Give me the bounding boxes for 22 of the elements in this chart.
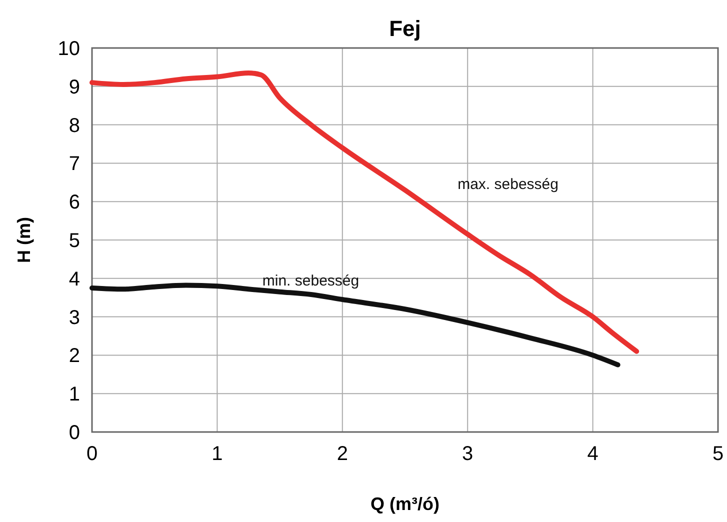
y-tick-label: 0 — [68, 422, 80, 444]
x-tick-label: 4 — [587, 443, 598, 465]
x-tick-label: 2 — [336, 443, 348, 465]
x-axis-title: Q (m³/ó) — [370, 494, 440, 514]
y-tick-label: 1 — [68, 384, 80, 406]
y-tick-label: 8 — [68, 114, 80, 137]
series-label: min. sebesség — [262, 272, 360, 290]
y-tick-label: 5 — [68, 230, 80, 252]
chart-title: Fej — [389, 16, 421, 41]
y-tick-label: 2 — [68, 345, 80, 368]
y-tick-label: 4 — [68, 268, 80, 290]
x-tick-label: 1 — [212, 443, 223, 465]
y-tick-label: 10 — [58, 38, 80, 60]
y-tick-label: 9 — [68, 76, 80, 98]
y-tick-label: 6 — [68, 192, 80, 214]
y-tick-label: 7 — [68, 153, 80, 176]
series-label: max. sebesség — [458, 176, 558, 194]
y-tick-label: 3 — [68, 306, 80, 329]
y-axis-title: H (m) — [14, 217, 34, 263]
x-tick-label: 3 — [462, 443, 474, 465]
x-tick-label: 5 — [712, 443, 724, 465]
x-tick-label: 0 — [86, 443, 98, 465]
